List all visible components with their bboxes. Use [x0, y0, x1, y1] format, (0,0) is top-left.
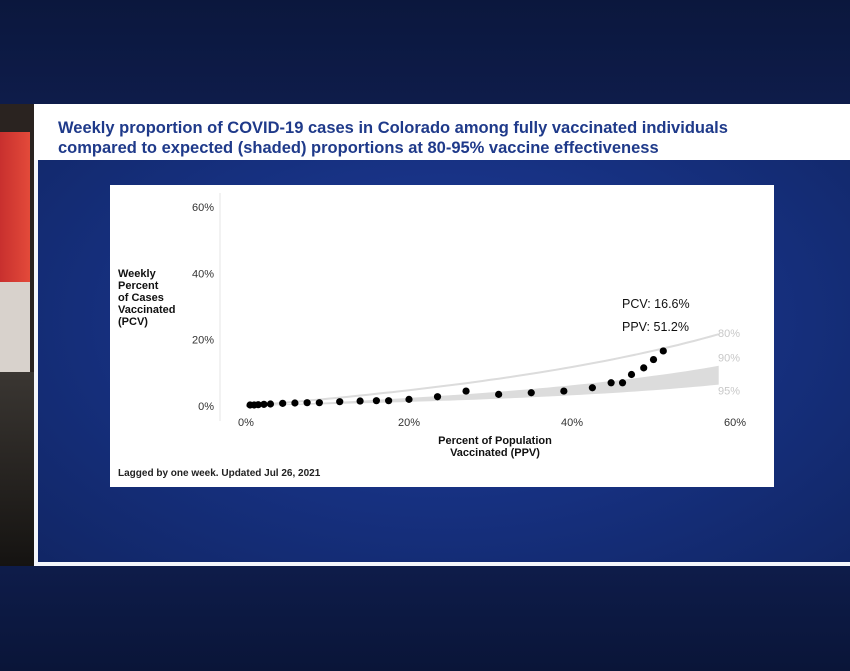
y-axis-label-line: Percent	[118, 280, 159, 292]
chart-panel: 0% 20% 40% 60% 0% 20% 40% 60% Weekly Percent of Ca…	[110, 185, 774, 487]
data-point	[405, 395, 413, 403]
slide-title: Weekly proportion of COVID-19 cases in C…	[58, 118, 828, 158]
data-point	[254, 401, 262, 409]
slide-body: 0% 20% 40% 60% 0% 20% 40% 60% Weekly Percent of Ca…	[38, 160, 850, 562]
flag-white-stripe	[0, 282, 30, 372]
speaker-suit	[0, 372, 34, 566]
x-axis-label-line: Percent of Population	[438, 435, 552, 447]
y-axis-label-line: Weekly	[118, 268, 157, 280]
slide-title-area: Weekly proportion of COVID-19 cases in C…	[34, 104, 850, 160]
data-point	[640, 364, 648, 372]
data-point	[627, 370, 636, 379]
data-point	[266, 400, 275, 408]
data-point	[385, 397, 393, 405]
data-point	[527, 389, 535, 397]
video-top-band	[0, 0, 850, 104]
video-bottom-band	[0, 566, 850, 671]
data-point	[607, 379, 615, 387]
x-tick-label: 60%	[724, 417, 746, 429]
effectiveness-label-90: 90%	[718, 352, 740, 364]
y-tick-label: 20%	[192, 335, 214, 347]
data-point	[462, 387, 470, 395]
speaker-video-edge	[0, 104, 34, 566]
x-tick-label: 20%	[398, 417, 420, 429]
data-point	[588, 384, 596, 392]
y-axis-label-line: Vaccinated	[118, 304, 175, 316]
y-axis-label-line: of Cases	[118, 292, 164, 304]
data-point	[315, 399, 323, 407]
y-axis-label-line: (PCV)	[118, 316, 148, 328]
x-tick-label: 0%	[238, 417, 254, 429]
slide-title-line-1: Weekly proportion of COVID-19 cases in C…	[58, 119, 728, 137]
y-tick-label: 0%	[198, 401, 214, 413]
annotation-pcv: PCV: 16.6%	[622, 297, 690, 311]
data-point	[495, 390, 503, 398]
data-point	[303, 399, 311, 407]
data-point	[291, 399, 299, 407]
data-point	[560, 387, 568, 395]
chart-footnote: Lagged by one week. Updated Jul 26, 2021	[118, 468, 321, 479]
slide: Weekly proportion of COVID-19 cases in C…	[34, 104, 850, 566]
data-point	[618, 379, 627, 387]
expected-line-80	[245, 333, 719, 407]
effectiveness-label-95: 95%	[718, 386, 740, 398]
data-point	[649, 355, 658, 364]
data-point	[260, 400, 268, 408]
slide-title-line-2: compared to expected (shaded) proportion…	[58, 139, 659, 157]
y-tick-label: 40%	[192, 268, 214, 280]
annotation-ppv: PPV: 51.2%	[622, 320, 689, 334]
y-tick-label: 60%	[192, 202, 214, 214]
flag-red-stripe	[0, 132, 30, 282]
data-point	[659, 347, 667, 355]
data-point	[279, 399, 287, 407]
x-axis-label-line: Vaccinated (PPV)	[450, 447, 540, 459]
data-point	[372, 397, 380, 405]
data-point	[356, 397, 364, 405]
x-tick-label: 40%	[561, 417, 583, 429]
effectiveness-label-80: 80%	[718, 328, 740, 340]
data-point	[433, 393, 442, 401]
data-point	[336, 398, 344, 406]
